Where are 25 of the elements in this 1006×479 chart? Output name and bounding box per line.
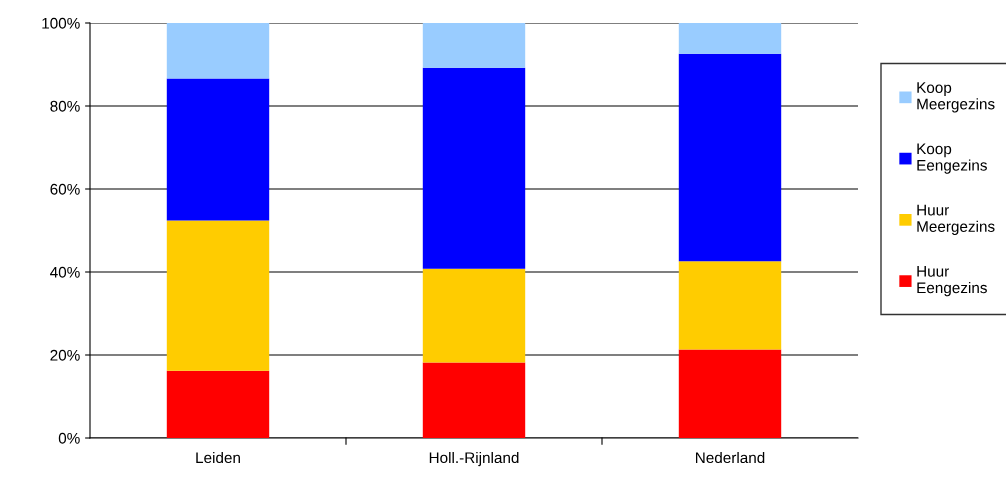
- y-tick-label: 0%: [58, 432, 80, 444]
- bar: [422, 67, 526, 269]
- y-tick-label: 20%: [50, 349, 80, 361]
- x-tick-label: Holl.-Rijnland: [429, 451, 519, 467]
- bar: [166, 23, 270, 79]
- legend-label: Koop Meergezins: [917, 82, 995, 113]
- legend-label: Koop Eengezins: [917, 143, 987, 174]
- bar: [422, 362, 526, 438]
- bar: [422, 23, 526, 68]
- legend-label: Huur Eengezins: [917, 266, 987, 297]
- bar: [678, 349, 782, 438]
- bar: [166, 220, 270, 371]
- y-tick-label: 60%: [50, 183, 80, 195]
- y-tick-label: 100%: [42, 17, 80, 29]
- x-tick-label: Nederland: [696, 451, 765, 464]
- bar: [166, 370, 270, 438]
- bar: [422, 268, 526, 363]
- bar: [678, 53, 782, 262]
- y-tick-label: 80%: [50, 100, 80, 112]
- bar: [166, 78, 270, 221]
- legend-label: Huur Meergezins: [917, 204, 995, 235]
- bar: [678, 261, 782, 350]
- y-tick-label: 40%: [50, 266, 80, 278]
- bar: [678, 23, 782, 54]
- x-tick-label: Leiden: [196, 451, 240, 464]
